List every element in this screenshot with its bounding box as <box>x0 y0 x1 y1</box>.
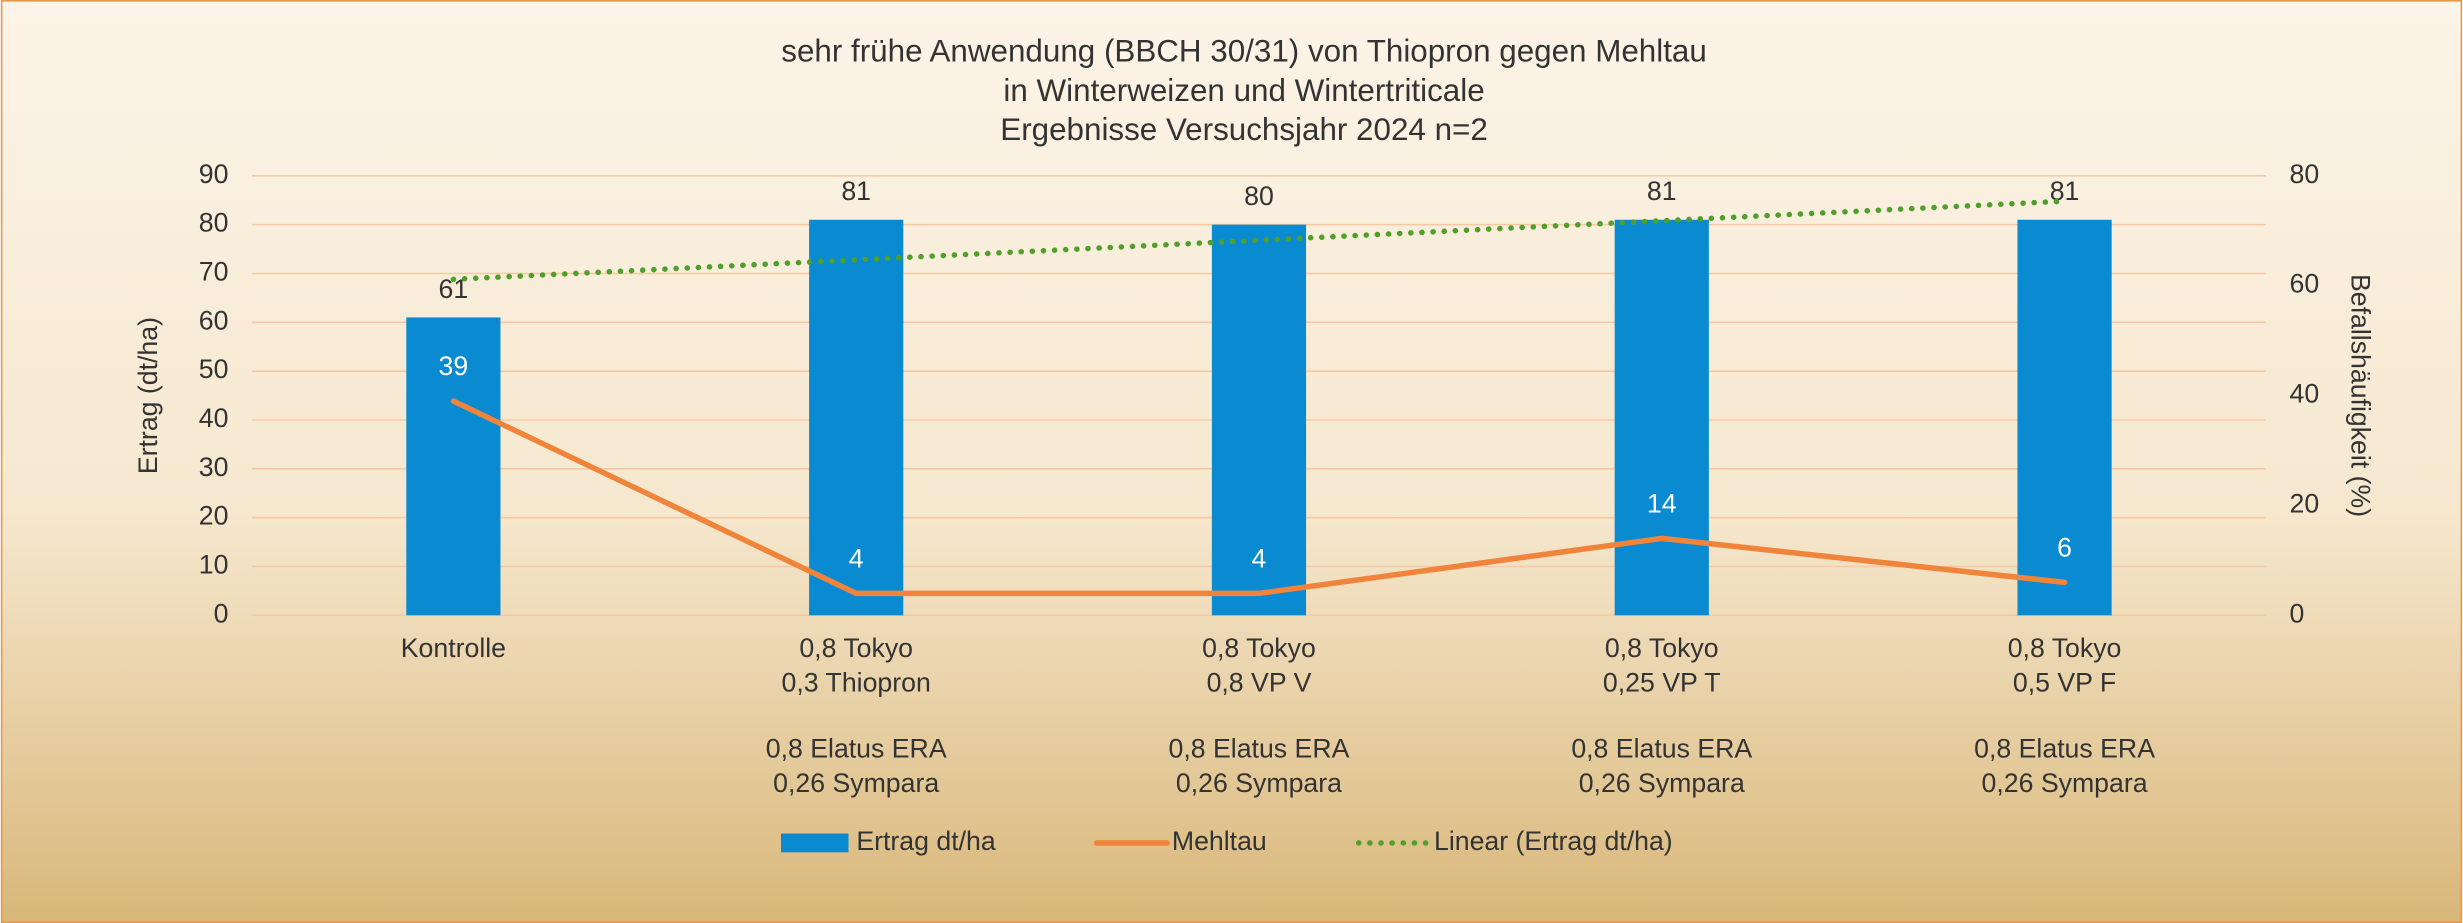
x-tick-label: 0,8 Tokyo <box>2008 633 2122 663</box>
data-label: 4 <box>1252 543 1267 573</box>
x-tick-label: 0,8 Tokyo <box>1605 633 1719 663</box>
chart-title: Ergebnisse Versuchsjahr 2024 n=2 <box>1000 112 1488 147</box>
legend-label: Linear (Ertrag dt/ha) <box>1434 826 1673 856</box>
data-label: 14 <box>1647 488 1677 518</box>
y-tick-label: 0 <box>214 598 229 628</box>
y-tick-label: 70 <box>199 257 229 287</box>
x-tick-label: 0,26 Sympara <box>1982 768 2148 798</box>
x-tick-label: 0,8 VP V <box>1207 667 1312 697</box>
y2-tick-label: 60 <box>2289 269 2319 299</box>
y2-tick-label: 20 <box>2289 488 2319 518</box>
y2-tick-label: 80 <box>2289 159 2319 189</box>
bar <box>809 219 904 616</box>
y-axis-title: Ertrag (dt/ha) <box>133 317 163 474</box>
bar <box>2017 219 2112 616</box>
data-label: 81 <box>841 176 871 206</box>
y-tick-label: 20 <box>199 501 229 531</box>
trend-line <box>450 198 2068 283</box>
y-tick-label: 50 <box>199 354 229 384</box>
x-tick-label: 0,8 Tokyo <box>799 633 913 663</box>
y2-axis-title: Befallshäufigkeit (%) <box>2346 274 2376 517</box>
y2-tick-label: 0 <box>2289 598 2304 628</box>
x-tick-label: 0,8 Tokyo <box>1202 633 1316 663</box>
y-tick-label: 30 <box>199 452 229 482</box>
x-tick-label: Kontrolle <box>401 633 506 663</box>
x-tick-label: 0,8 Elatus ERA <box>1169 733 1350 763</box>
bar <box>1211 224 1307 616</box>
chart-title: sehr frühe Anwendung (BBCH 30/31) von Th… <box>781 34 1707 69</box>
y-tick-label: 10 <box>199 550 229 580</box>
x-tick-label: 0,5 VP F <box>2013 667 2116 697</box>
y-tick-label: 80 <box>199 208 229 238</box>
x-tick-label: 0,8 Elatus ERA <box>1571 733 1752 763</box>
legend-label: Mehltau <box>1172 826 1267 856</box>
x-tick-label: 0,8 Elatus ERA <box>766 733 947 763</box>
x-tick-label: 0,25 VP T <box>1603 667 1721 697</box>
x-tick-label: 0,3 Thiopron <box>782 667 931 697</box>
bar <box>1614 219 1709 616</box>
bar <box>406 317 501 616</box>
x-tick-label: 0,26 Sympara <box>1579 768 1745 798</box>
data-label: 80 <box>1244 181 1274 211</box>
y-tick-label: 40 <box>199 403 229 433</box>
chart-title: in Winterweizen und Wintertriticale <box>1003 73 1484 108</box>
data-label: 39 <box>439 351 469 381</box>
y-tick-label: 60 <box>199 305 229 335</box>
legend-swatch <box>780 833 849 853</box>
legend-label: Ertrag dt/ha <box>856 826 996 856</box>
x-tick-label: 0,26 Sympara <box>773 768 939 798</box>
y2-tick-label: 40 <box>2289 379 2319 409</box>
data-label: 81 <box>1647 176 1677 206</box>
data-label: 4 <box>849 543 864 573</box>
x-tick-label: 0,26 Sympara <box>1176 768 1342 798</box>
x-tick-label: 0,8 Elatus ERA <box>1974 733 2155 763</box>
data-label: 6 <box>2057 532 2072 562</box>
y-tick-label: 90 <box>199 159 229 189</box>
line <box>450 398 2068 597</box>
